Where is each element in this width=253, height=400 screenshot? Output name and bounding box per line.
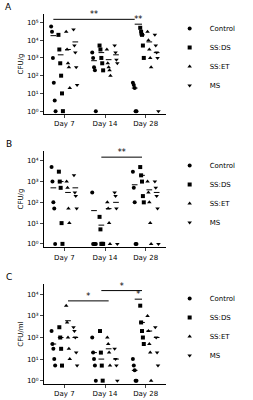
svg-text:Control: Control (210, 162, 235, 170)
svg-text:**: ** (134, 15, 142, 24)
svg-text:SS:ET: SS:ET (210, 333, 231, 341)
svg-text:CFU/ml: CFU/ml (17, 321, 25, 346)
svg-text:10⁴: 10⁴ (27, 157, 39, 165)
svg-text:*: * (86, 292, 90, 301)
svg-text:CFU/g: CFU/g (17, 189, 25, 210)
svg-text:10²: 10² (27, 72, 39, 80)
svg-text:Day 14: Day 14 (93, 254, 119, 262)
svg-text:10⁰: 10⁰ (27, 108, 39, 116)
svg-text:Control: Control (210, 295, 235, 303)
svg-text:Day 28: Day 28 (133, 120, 158, 128)
svg-text:MS: MS (210, 82, 221, 90)
svg-text:10¹: 10¹ (27, 356, 39, 364)
svg-text:Day 28: Day 28 (133, 254, 158, 262)
svg-text:10¹: 10¹ (27, 90, 39, 98)
svg-text:*: * (120, 282, 124, 291)
svg-text:10¹: 10¹ (27, 220, 39, 228)
svg-text:C: C (6, 272, 12, 282)
svg-text:Day 14: Day 14 (93, 120, 119, 128)
svg-text:Day 28: Day 28 (133, 390, 158, 398)
svg-text:Control: Control (210, 25, 235, 33)
svg-text:10⁴: 10⁴ (27, 37, 39, 45)
svg-text:SS:ET: SS:ET (210, 63, 231, 71)
svg-text:10⁵: 10⁵ (27, 19, 39, 27)
svg-text:SS:DS: SS:DS (210, 181, 232, 189)
svg-text:**: ** (90, 10, 98, 19)
svg-text:**: ** (118, 148, 126, 157)
svg-text:Day 7: Day 7 (54, 254, 75, 262)
svg-text:10³: 10³ (27, 54, 39, 62)
svg-text:Day 7: Day 7 (54, 120, 75, 128)
svg-text:10²: 10² (27, 334, 39, 342)
svg-text:10⁰: 10⁰ (27, 240, 39, 248)
svg-text:10³: 10³ (27, 178, 39, 186)
svg-text:10²: 10² (27, 199, 39, 207)
svg-text:*: * (136, 290, 140, 299)
svg-text:SS:DS: SS:DS (210, 44, 232, 52)
svg-text:SS:DS: SS:DS (210, 314, 232, 322)
svg-text:10⁰: 10⁰ (27, 377, 39, 385)
svg-text:MS: MS (210, 219, 221, 227)
svg-text:SS:ET: SS:ET (210, 200, 231, 208)
svg-text:A: A (5, 2, 12, 12)
svg-text:MS: MS (210, 352, 221, 360)
svg-text:CFU/g: CFU/g (17, 54, 25, 75)
svg-text:Day 14: Day 14 (93, 390, 119, 398)
svg-text:10⁴: 10⁴ (27, 291, 39, 299)
svg-text:B: B (6, 139, 12, 149)
svg-text:10³: 10³ (27, 312, 39, 320)
svg-text:Day 7: Day 7 (54, 390, 75, 398)
